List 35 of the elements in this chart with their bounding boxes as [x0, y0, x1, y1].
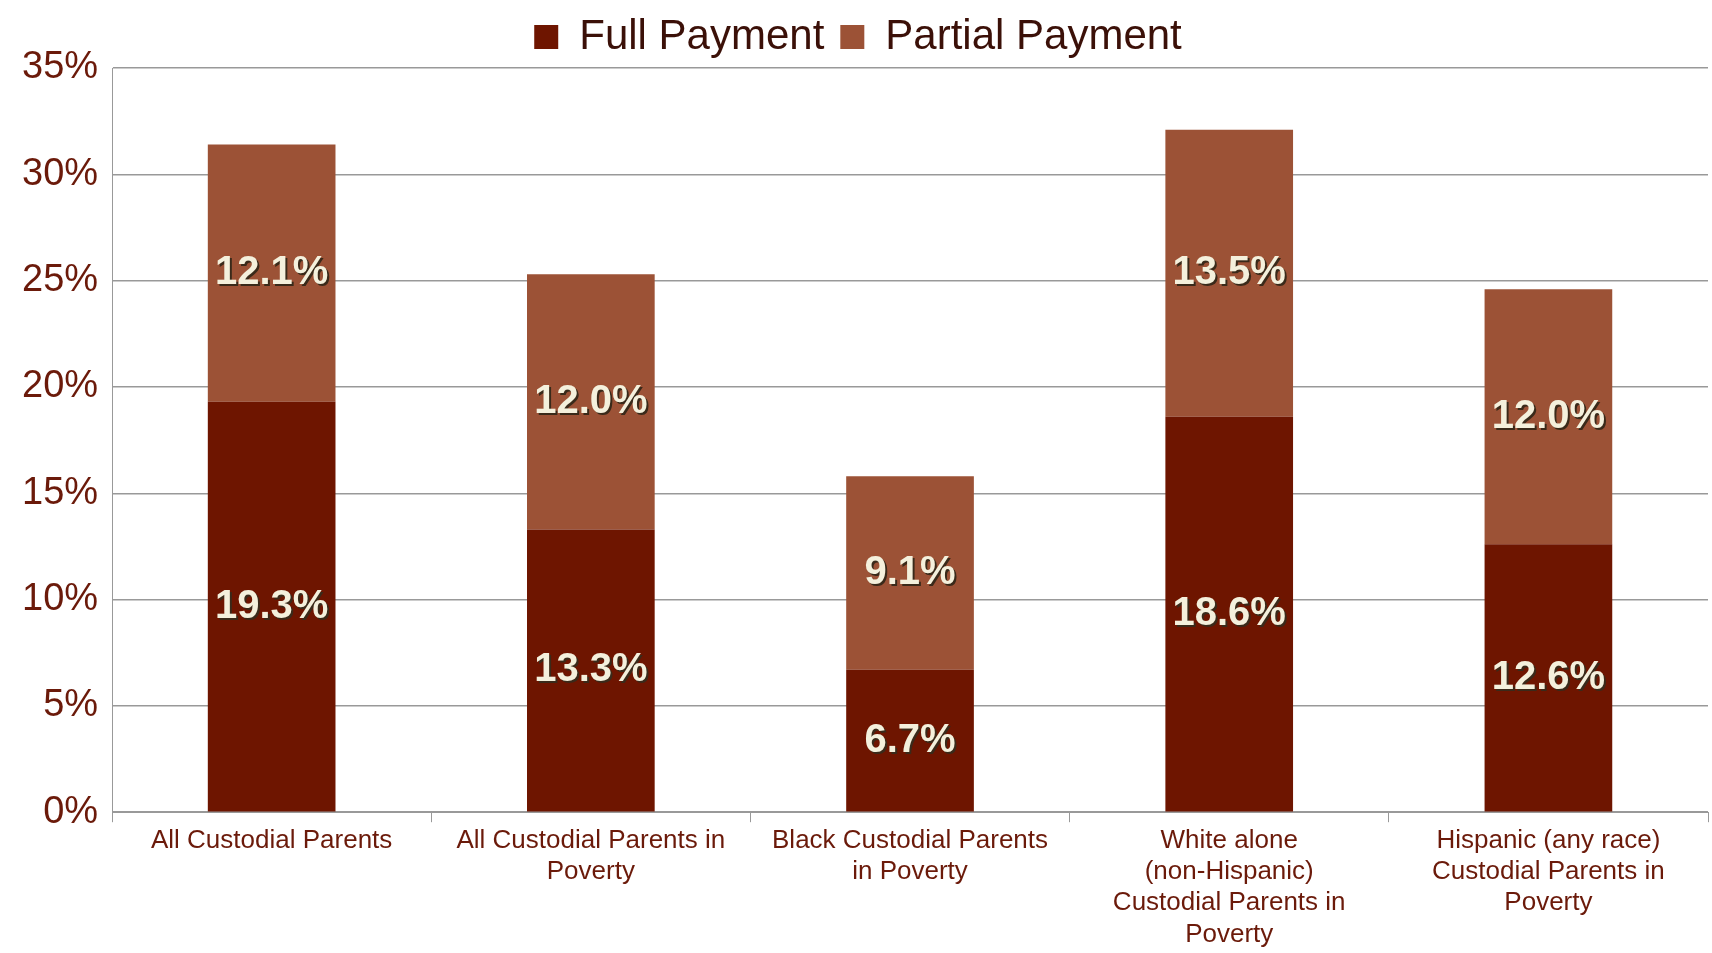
text: 12.1%: [214, 248, 329, 293]
x-tick-label: All Custodial Parents: [150, 823, 393, 854]
legend-label: Partial Payment: [885, 10, 1183, 58]
bar: [1165, 129, 1294, 417]
text: 19.3%: [214, 581, 329, 626]
text: 13.5%: [1172, 248, 1286, 293]
bar: [1484, 289, 1613, 545]
y-tick-label: 35%: [21, 44, 99, 87]
y-tick-label: 0%: [43, 788, 99, 831]
y-tick-label: 25%: [21, 257, 99, 300]
bar: [846, 476, 974, 670]
x-tick-label: White alone (non-Hispanic) Custodial Parents in Poverty: [1112, 823, 1346, 948]
y-tick-label: 20%: [21, 363, 99, 406]
bar: [846, 669, 974, 812]
y-tick-label: 15%: [21, 469, 99, 512]
y-tick-label: 5%: [43, 682, 99, 725]
text: 12.6%: [1491, 652, 1606, 697]
bar: [207, 401, 336, 812]
bar: [527, 529, 655, 812]
text: 6.7%: [864, 715, 956, 760]
text: 9.1%: [864, 548, 956, 593]
x-tick-label: Black Custodial Parents in Poverty: [772, 823, 1049, 886]
text: 12.0%: [534, 376, 648, 421]
bar: [1484, 544, 1613, 812]
bar: [1165, 416, 1294, 812]
text: 12.0%: [1491, 391, 1606, 436]
y-tick-label: 10%: [21, 576, 99, 619]
bar: [207, 144, 336, 402]
text: 18.6%: [1172, 589, 1286, 634]
bar: [527, 274, 655, 530]
x-tick-label: All Custodial Parents in Poverty: [456, 823, 726, 886]
y-tick-label: 30%: [21, 150, 99, 193]
legend-label: Full Payment: [579, 10, 825, 58]
text: 13.3%: [534, 645, 648, 690]
x-tick-label: Hispanic (any race) Custodial Parents in Poverty: [1432, 823, 1665, 917]
